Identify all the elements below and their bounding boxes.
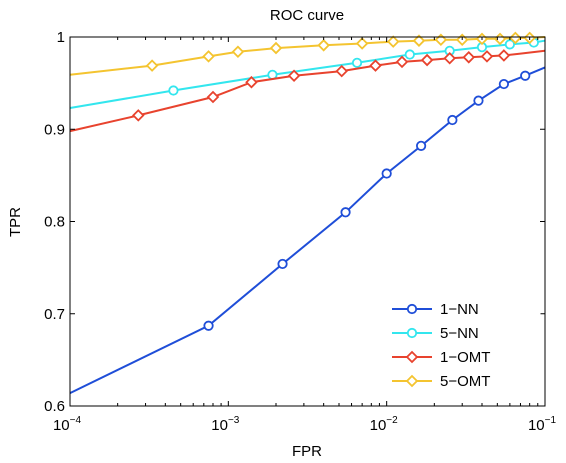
series-4 — [69, 31, 546, 76]
data-point — [145, 59, 159, 72]
data-point — [497, 49, 511, 62]
data-point — [203, 320, 214, 331]
legend-marker — [406, 327, 418, 339]
legend-label: 5−NN — [440, 325, 479, 342]
data-point — [473, 95, 484, 106]
x-tick-label: 10−2 — [370, 415, 399, 434]
ticks-layer: 0.6 0.7 0.8 0.9 1 10−4 10−3 10−2 10−1 — [44, 29, 556, 434]
data-point — [335, 64, 348, 78]
y-tick-label: 0.9 — [44, 121, 65, 138]
x-tick-label: 10−3 — [211, 415, 240, 434]
legend-marker — [406, 303, 418, 315]
data-point — [504, 39, 515, 50]
series-layer — [69, 31, 546, 394]
series-3 — [69, 49, 546, 133]
data-point — [480, 50, 494, 63]
y-tick-label: 0.8 — [44, 214, 65, 231]
data-point — [132, 109, 145, 122]
legend-entry: 1−NN — [392, 301, 479, 318]
y-tick-label: 1 — [57, 29, 65, 46]
y-tick-label: 0.7 — [44, 306, 65, 323]
legend: 1−NN 5−NN 1−OMT 5−OMT — [379, 293, 541, 395]
series-line — [69, 39, 546, 109]
data-point — [245, 75, 258, 89]
x-tick-label: 10−4 — [53, 415, 82, 434]
data-point — [287, 69, 301, 83]
legend-marker — [405, 374, 419, 388]
plot-area: 0.6 0.7 0.8 0.9 1 10−4 10−3 10−2 10−1 — [44, 29, 556, 434]
data-point — [509, 31, 522, 45]
data-point — [269, 41, 283, 55]
data-point — [317, 39, 330, 52]
data-point — [168, 85, 179, 96]
data-point — [351, 57, 363, 68]
y-axis-label: TPR — [7, 207, 24, 237]
data-point — [369, 59, 382, 72]
data-point — [277, 258, 288, 270]
data-point — [202, 50, 215, 63]
x-axis-label: FPR — [292, 443, 322, 460]
legend-box — [379, 293, 541, 395]
legend-entry: 1−OMT — [392, 349, 490, 366]
data-point — [498, 78, 509, 90]
x-tick-label: 10−1 — [528, 415, 557, 434]
data-point — [381, 168, 392, 179]
data-point — [206, 90, 220, 104]
series-1 — [69, 66, 546, 394]
legend-label: 1−OMT — [440, 349, 490, 366]
data-point — [231, 45, 245, 59]
data-point — [386, 35, 400, 48]
legend-entry: 5−NN — [392, 325, 479, 342]
chart-title: ROC curve — [270, 7, 344, 24]
legend-marker — [405, 350, 419, 364]
data-point — [420, 53, 434, 67]
data-point — [404, 49, 415, 60]
legend-label: 5−OMT — [440, 373, 490, 390]
data-point — [462, 51, 476, 64]
legend-entry: 5−OMT — [392, 373, 490, 390]
legend-label: 1−NN — [440, 301, 479, 318]
series-line — [69, 36, 546, 76]
data-point — [443, 51, 456, 65]
data-point — [520, 70, 531, 81]
data-point — [412, 34, 426, 47]
data-point — [340, 207, 351, 218]
data-point — [355, 37, 369, 50]
data-point — [447, 114, 458, 126]
data-point — [416, 140, 427, 151]
data-point — [395, 55, 409, 69]
y-tick-label: 0.6 — [44, 398, 65, 415]
